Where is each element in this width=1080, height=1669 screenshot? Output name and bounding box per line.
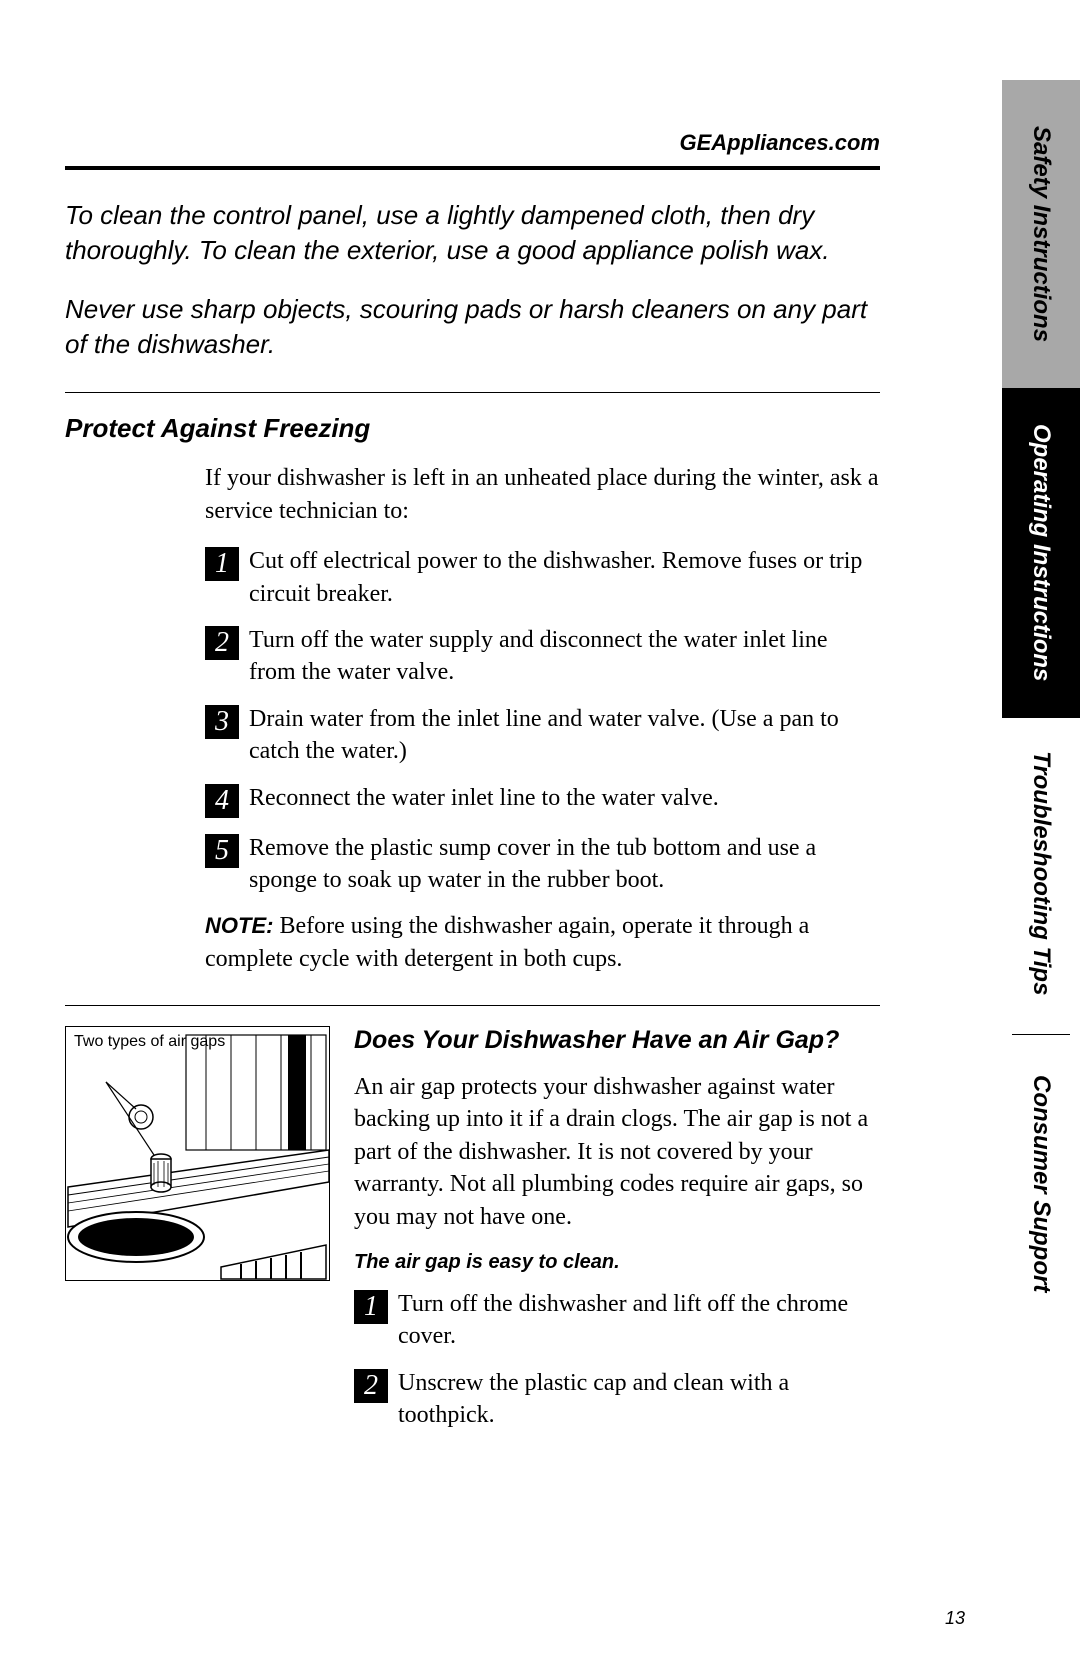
tab-divider bbox=[1012, 1034, 1070, 1035]
intro-paragraph-1: To clean the control panel, use a lightl… bbox=[65, 198, 880, 268]
airgap-heading: Does Your Dishwasher Have an Air Gap? bbox=[354, 1026, 880, 1055]
step-text: Reconnect the water inlet line to the wa… bbox=[249, 782, 719, 814]
step-number: 1 bbox=[205, 547, 239, 581]
note-label: NOTE: bbox=[205, 913, 273, 938]
freezing-content: If your dishwasher is left in an unheate… bbox=[205, 462, 880, 975]
step-text: Turn off the water supply and disconnect… bbox=[249, 624, 880, 689]
step-text: Remove the plastic sump cover in the tub… bbox=[249, 832, 880, 897]
freezing-step-1: 1 Cut off electrical power to the dishwa… bbox=[205, 545, 880, 610]
step-number: 2 bbox=[205, 626, 239, 660]
step-text: Unscrew the plastic cap and clean with a… bbox=[398, 1367, 880, 1432]
freezing-step-2: 2 Turn off the water supply and disconne… bbox=[205, 624, 880, 689]
freezing-step-4: 4 Reconnect the water inlet line to the … bbox=[205, 782, 880, 818]
step-number: 2 bbox=[354, 1369, 388, 1403]
tab-troubleshooting[interactable]: Troubleshooting Tips bbox=[1002, 718, 1080, 1028]
freezing-step-5: 5 Remove the plastic sump cover in the t… bbox=[205, 832, 880, 897]
airgap-step-1: 1 Turn off the dishwasher and lift off t… bbox=[354, 1288, 880, 1353]
airgap-content: Does Your Dishwasher Have an Air Gap? An… bbox=[354, 1026, 880, 1446]
step-number: 3 bbox=[205, 705, 239, 739]
freezing-step-3: 3 Drain water from the inlet line and wa… bbox=[205, 703, 880, 768]
page-number: 13 bbox=[945, 1608, 965, 1629]
airgap-body: An air gap protects your dishwasher agai… bbox=[354, 1071, 880, 1233]
tab-consumer[interactable]: Consumer Support bbox=[1002, 1041, 1080, 1326]
intro-paragraph-2: Never use sharp objects, scouring pads o… bbox=[65, 292, 880, 362]
step-text: Cut off electrical power to the dishwash… bbox=[249, 545, 880, 610]
freezing-intro: If your dishwasher is left in an unheate… bbox=[205, 462, 880, 527]
step-number: 1 bbox=[354, 1290, 388, 1324]
airgap-figure: Two types of air gaps bbox=[65, 1026, 330, 1281]
figure-caption: Two types of air gaps bbox=[74, 1033, 225, 1051]
step-number: 5 bbox=[205, 834, 239, 868]
freezing-note: NOTE: Before using the dishwasher again,… bbox=[205, 910, 880, 975]
airgap-step-2: 2 Unscrew the plastic cap and clean with… bbox=[354, 1367, 880, 1432]
airgap-subheading: The air gap is easy to clean. bbox=[354, 1251, 880, 1274]
page-content: GEAppliances.com To clean the control pa… bbox=[65, 130, 880, 1446]
header-rule bbox=[65, 166, 880, 170]
step-text: Drain water from the inlet line and wate… bbox=[249, 703, 880, 768]
section-rule-2 bbox=[65, 1005, 880, 1006]
airgap-illustration-icon bbox=[66, 1027, 330, 1281]
step-text: Turn off the dishwasher and lift off the… bbox=[398, 1288, 880, 1353]
side-tabs: Safety Instructions Operating Instructio… bbox=[1002, 80, 1080, 1326]
note-text: Before using the dishwasher again, opera… bbox=[205, 913, 809, 971]
airgap-section: Two types of air gaps bbox=[65, 1026, 880, 1446]
section-rule-1 bbox=[65, 392, 880, 393]
tab-safety[interactable]: Safety Instructions bbox=[1002, 80, 1080, 388]
tab-operating[interactable]: Operating Instructions bbox=[1002, 388, 1080, 718]
step-number: 4 bbox=[205, 784, 239, 818]
freezing-heading: Protect Against Freezing bbox=[65, 413, 880, 444]
figure-column: Two types of air gaps bbox=[65, 1026, 330, 1446]
website-url: GEAppliances.com bbox=[65, 130, 880, 156]
